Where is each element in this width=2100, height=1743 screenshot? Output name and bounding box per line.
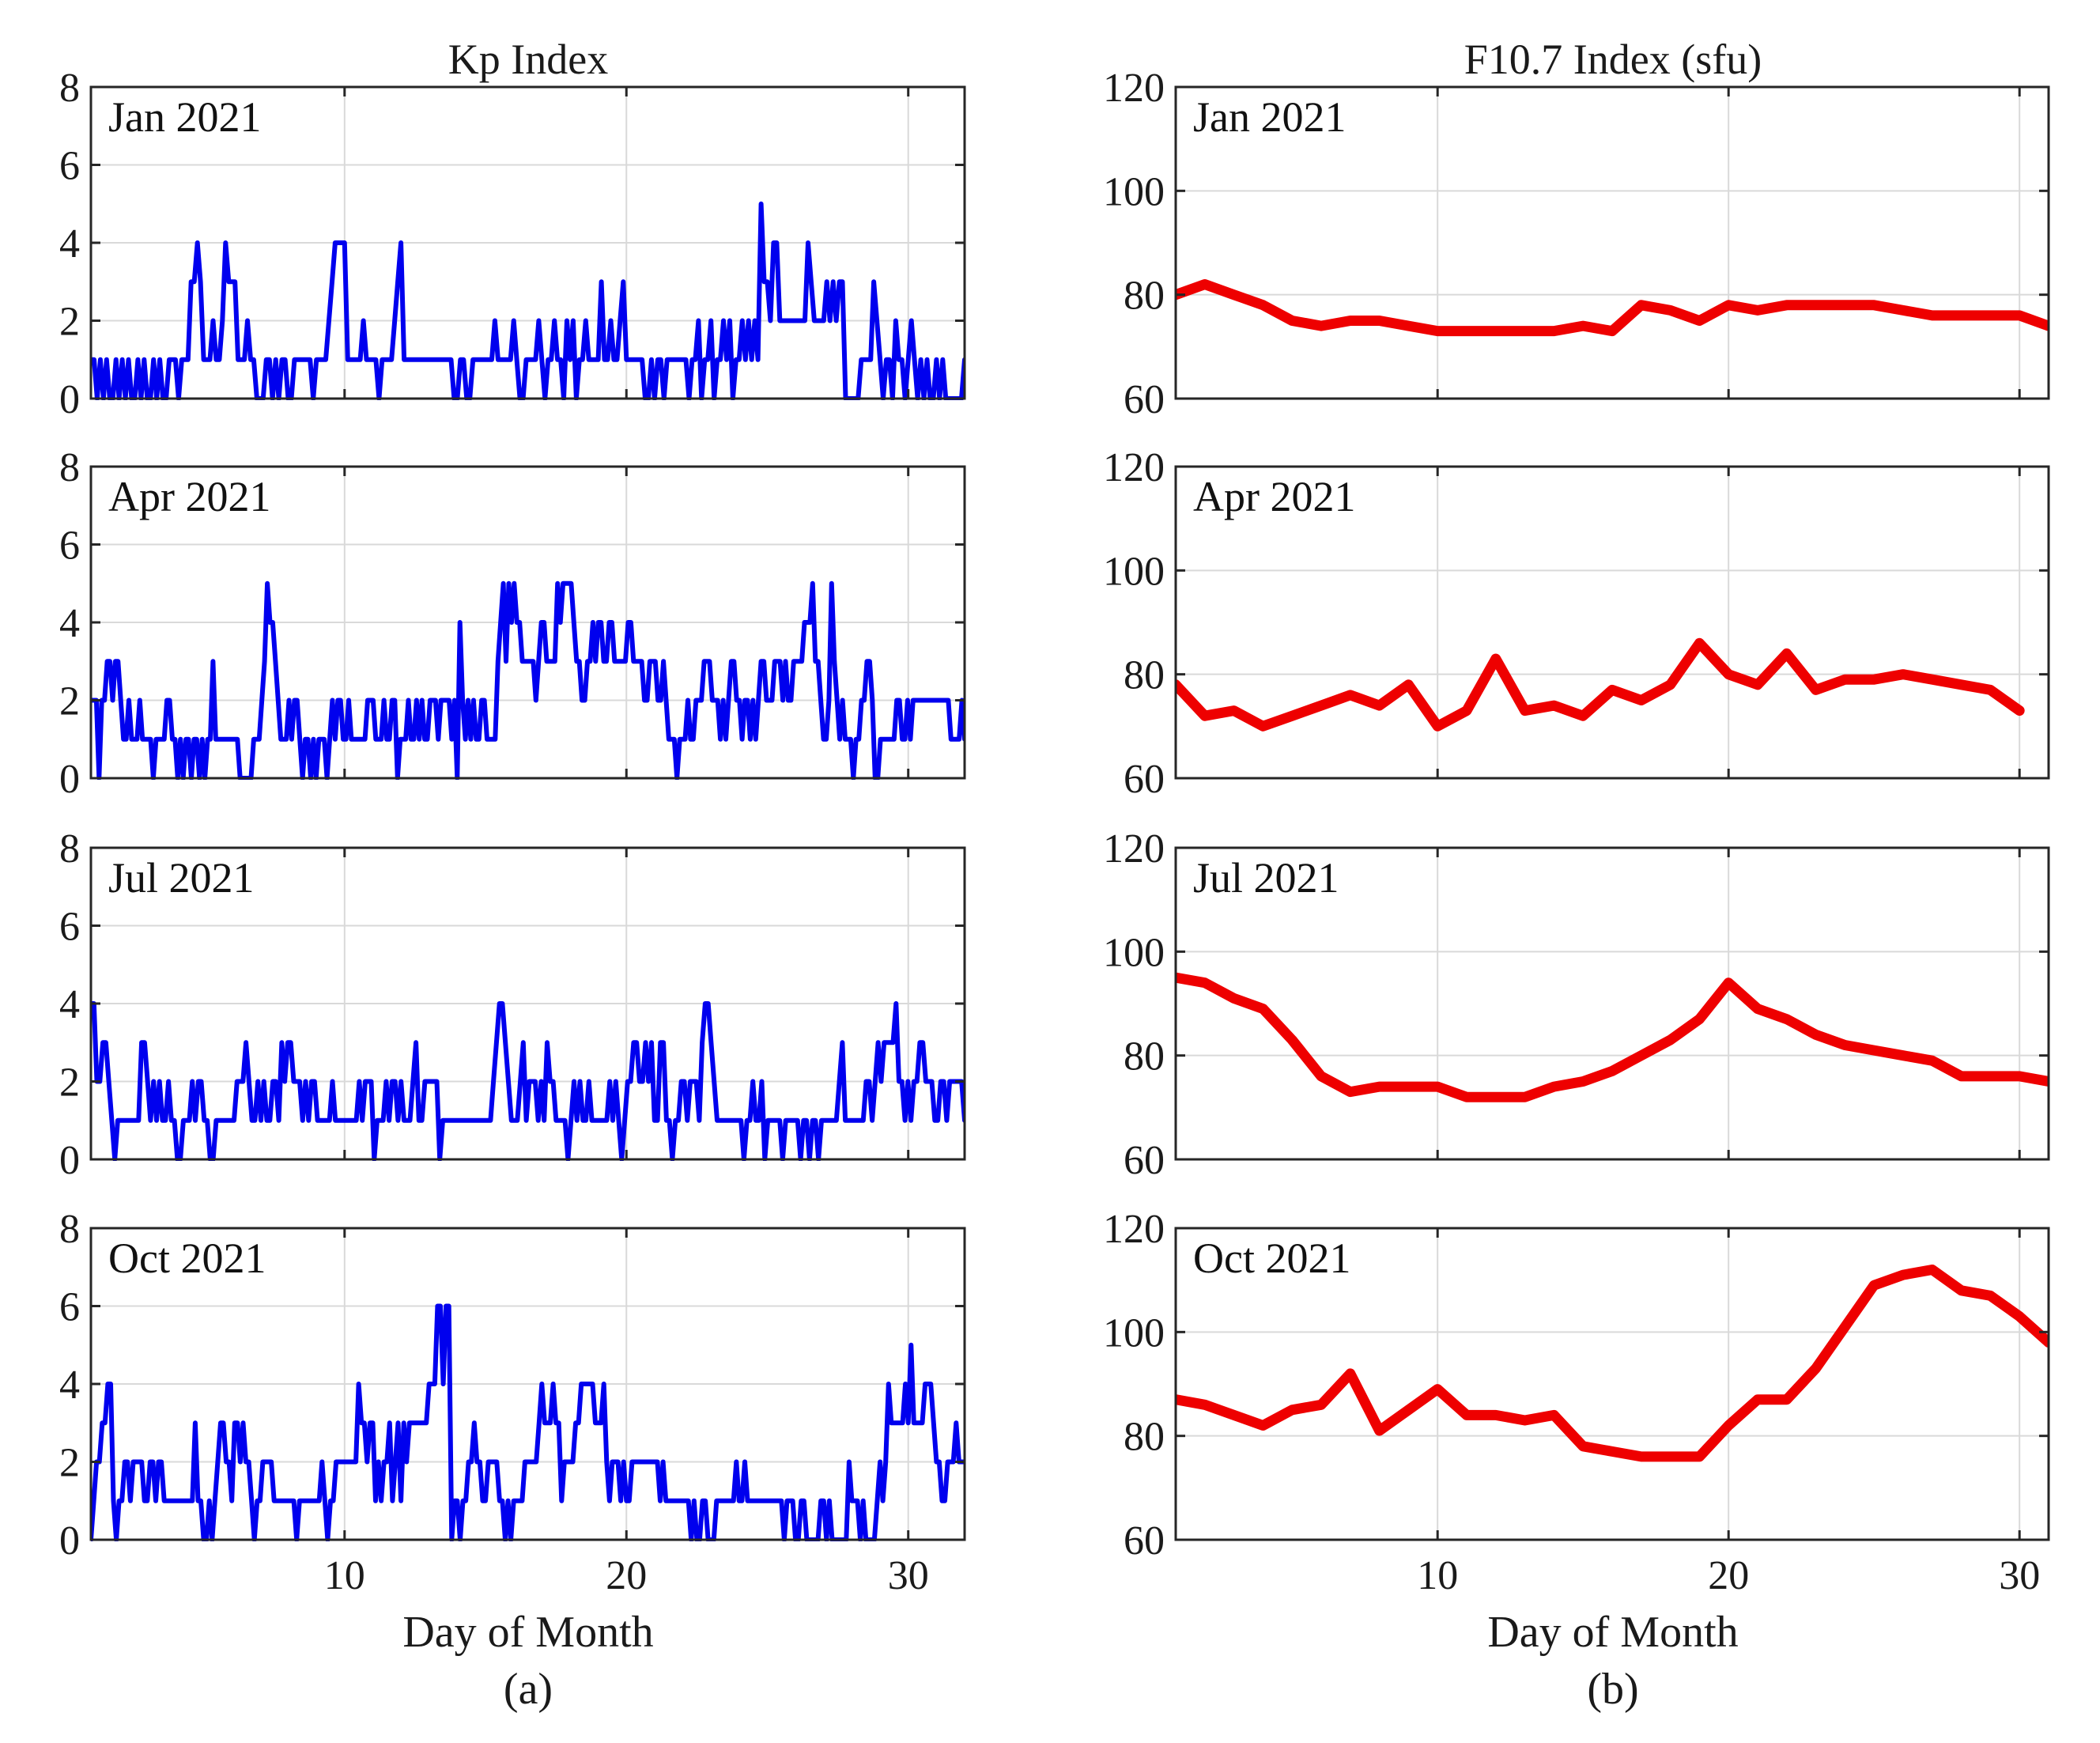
f107-oct-x-tick-label: 10 bbox=[1417, 1553, 1458, 1598]
f107-jul-series-line bbox=[1176, 972, 2049, 1102]
kp-oct-month-label: Oct 2021 bbox=[108, 1234, 266, 1282]
f107-oct-x-tick-label: 30 bbox=[1999, 1553, 2040, 1598]
kp-apr-y-tick-label: 8 bbox=[59, 445, 80, 490]
kp-jul-y-tick-label: 6 bbox=[59, 905, 80, 950]
f107-apr-y-tick-label: 120 bbox=[1103, 445, 1165, 490]
f107-oct-y-tick-label: 100 bbox=[1103, 1310, 1165, 1355]
kp-jan-y-tick-label: 4 bbox=[59, 221, 80, 267]
f107-oct-axes-frame bbox=[1174, 1227, 2050, 1541]
f107-jul-y-tick-label: 60 bbox=[1124, 1138, 1165, 1183]
f107-oct-x-tick-label: 20 bbox=[1708, 1553, 1749, 1598]
kp-oct-y-tick-label: 4 bbox=[59, 1363, 80, 1408]
kp-jul-y-tick-label: 0 bbox=[59, 1138, 80, 1183]
f107-oct-month-label: Oct 2021 bbox=[1193, 1234, 1350, 1282]
f107-panels: 60 80 100 120 Jan 2021 60 80 100 120 Apr 2021 60 80… bbox=[1103, 66, 2050, 1598]
kp-jan-y-tick-label: 6 bbox=[59, 144, 80, 189]
f107-apr-y-tick-label: 80 bbox=[1124, 653, 1165, 698]
f107-jan-y-tick-label: 60 bbox=[1124, 377, 1165, 422]
kp-jul-y-tick-label: 4 bbox=[59, 982, 80, 1027]
kp-oct-x-tick-label: 10 bbox=[324, 1553, 365, 1598]
f107-jan-series-line bbox=[1176, 279, 2049, 337]
f107-jul-axes-frame bbox=[1174, 846, 2050, 1161]
f107-apr-series-line bbox=[1176, 637, 2025, 732]
f107-caption: (b) bbox=[1587, 1665, 1638, 1714]
kp-jan-series-line bbox=[91, 201, 965, 400]
f107-jan-y-tick-label: 100 bbox=[1103, 169, 1165, 214]
kp-jan-month-label: Jan 2021 bbox=[108, 93, 261, 141]
kp-oct-x-tick-label: 30 bbox=[888, 1553, 929, 1598]
kp-x-axis-label: Day of Month bbox=[402, 1608, 653, 1657]
kp-jul-series-line bbox=[91, 1001, 965, 1161]
f107-apr-axes-frame bbox=[1174, 465, 2050, 780]
kp-apr-panel: 0 2 4 6 8 Apr 2021 bbox=[59, 445, 966, 802]
kp-jan-y-tick-label: 0 bbox=[59, 377, 80, 422]
f107-apr-y-tick-label: 60 bbox=[1124, 757, 1165, 802]
f107-apr-panel: 60 80 100 120 Apr 2021 bbox=[1103, 445, 2050, 802]
f107-oct-y-tick-label: 80 bbox=[1124, 1415, 1165, 1460]
kp-jul-panel: 0 2 4 6 8 Jul 2021 bbox=[59, 826, 966, 1183]
kp-oct-panel: 0 2 4 6 8 10 20 30 Oct 2021 bbox=[59, 1207, 966, 1598]
kp-apr-month-label: Apr 2021 bbox=[108, 473, 270, 520]
f107-x-axis-label: Day of Month bbox=[1487, 1608, 1738, 1657]
kp-oct-x-tick-label: 20 bbox=[606, 1553, 647, 1598]
f107-oct-y-tick-label: 60 bbox=[1124, 1518, 1165, 1563]
kp-jul-y-tick-label: 2 bbox=[59, 1061, 80, 1106]
kp-apr-y-tick-label: 6 bbox=[59, 524, 80, 569]
kp-caption: (a) bbox=[504, 1665, 553, 1714]
kp-oct-y-tick-label: 8 bbox=[59, 1207, 80, 1252]
kp-column-title: Kp Index bbox=[448, 36, 608, 83]
f107-jul-month-label: Jul 2021 bbox=[1193, 854, 1339, 902]
f107-oct-y-tick-label: 120 bbox=[1103, 1207, 1165, 1252]
f107-oct-series-line bbox=[1176, 1265, 2049, 1462]
f107-jan-y-tick-label: 120 bbox=[1103, 66, 1165, 111]
f107-apr-month-label: Apr 2021 bbox=[1193, 473, 1355, 520]
kp-jul-y-tick-label: 8 bbox=[59, 826, 80, 872]
kp-jul-month-label: Jul 2021 bbox=[108, 854, 255, 902]
kp-apr-y-tick-label: 4 bbox=[59, 601, 80, 646]
kp-oct-y-tick-label: 2 bbox=[59, 1441, 80, 1486]
kp-jan-panel: 0 2 4 6 8 Jan 2021 bbox=[59, 66, 966, 422]
kp-apr-y-tick-label: 0 bbox=[59, 757, 80, 802]
kp-oct-y-tick-label: 0 bbox=[59, 1518, 80, 1563]
kp-oct-series-line bbox=[91, 1303, 965, 1541]
f107-jan-axes-frame bbox=[1174, 85, 2050, 400]
f107-jul-panel: 60 80 100 120 Jul 2021 bbox=[1103, 826, 2050, 1183]
kp-jan-y-tick-label: 8 bbox=[59, 66, 80, 111]
f107-jan-y-tick-label: 80 bbox=[1124, 274, 1165, 319]
f107-apr-y-tick-label: 100 bbox=[1103, 549, 1165, 594]
f107-jul-y-tick-label: 120 bbox=[1103, 826, 1165, 872]
f107-jul-y-tick-label: 80 bbox=[1124, 1034, 1165, 1079]
kp-apr-series-line bbox=[91, 580, 965, 780]
f107-oct-panel: 60 80 100 120 10 20 30 Oct 2021 bbox=[1103, 1207, 2050, 1598]
kp-jan-y-tick-label: 2 bbox=[59, 300, 80, 345]
f107-column-title: F10.7 Index (sfu) bbox=[1464, 36, 1762, 83]
f107-jul-y-tick-label: 100 bbox=[1103, 930, 1165, 975]
f107-jan-panel: 60 80 100 120 Jan 2021 bbox=[1103, 66, 2050, 422]
kp-apr-y-tick-label: 2 bbox=[59, 679, 80, 724]
f107-jan-month-label: Jan 2021 bbox=[1193, 93, 1346, 141]
kp-oct-y-tick-label: 6 bbox=[59, 1285, 80, 1330]
